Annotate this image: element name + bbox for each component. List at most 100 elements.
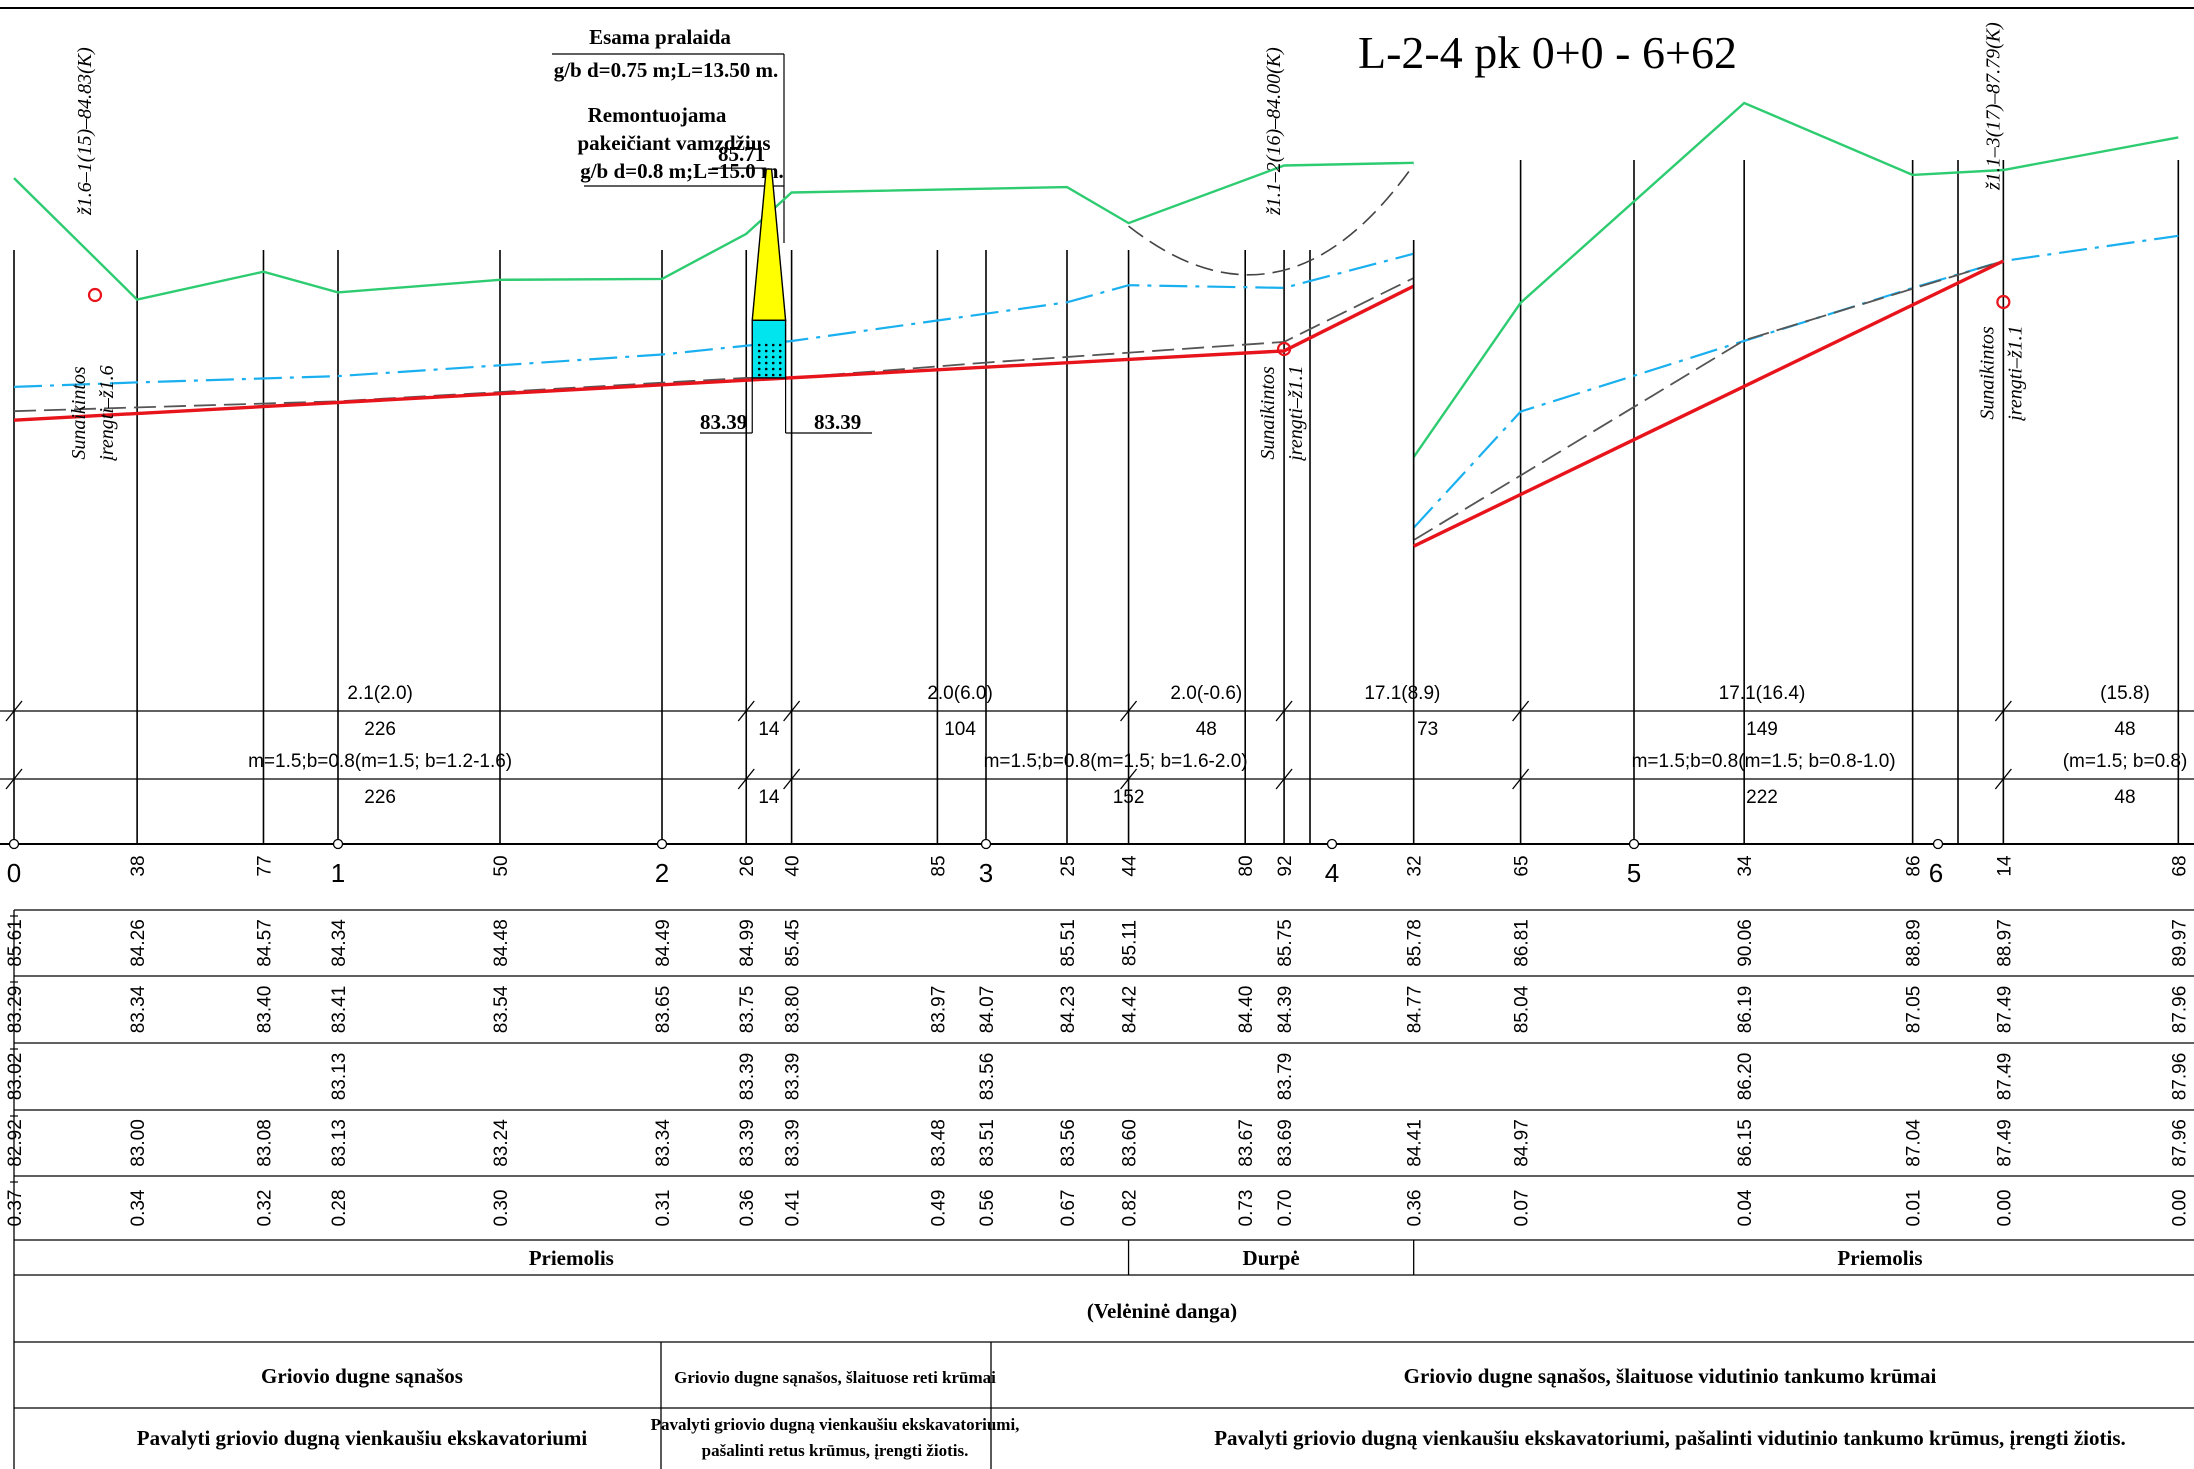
segment-break-tick <box>1275 700 1293 722</box>
culvert-body-top <box>751 168 787 321</box>
band-value-design-bottom-elev: 83.00 <box>128 1119 149 1167</box>
culvert-repair-label: Remontuojama <box>588 103 727 127</box>
culvert-fill-dot <box>778 373 782 377</box>
water-line <box>13 252 1414 388</box>
segment-length: 48 <box>1196 719 1217 740</box>
picket-label: 3 <box>979 858 993 888</box>
culvert-fill-dot <box>771 349 775 353</box>
profile-lines <box>13 101 2179 548</box>
band-value-depth: 0.00 <box>2169 1190 2190 1227</box>
segment-length-total: 14 <box>758 787 780 808</box>
existing-bottom-line <box>13 277 1415 413</box>
picket-marker <box>8 838 20 850</box>
band-value-design-bottom-elev: 83.13 <box>329 1119 350 1167</box>
band-value-water-elev: 87.96 <box>2169 986 2190 1034</box>
segment-length: 104 <box>944 719 976 740</box>
tributary-note-1: Sunaikintos <box>68 366 90 460</box>
band-value-ground-elev: 84.57 <box>254 919 275 967</box>
station-label: 80 <box>1236 855 1257 876</box>
band-value-design-bottom-elev: 83.60 <box>1120 1119 1141 1167</box>
band-value-water-elev: 84.77 <box>1405 986 1426 1034</box>
picket-marker <box>1932 838 1944 850</box>
culvert-top-elevation: 85.71 <box>718 142 765 166</box>
band-value-depth: 0.56 <box>977 1190 998 1227</box>
band-value-depth: 0.36 <box>737 1190 758 1227</box>
band-value-water-elev: 83.40 <box>254 986 275 1034</box>
band-value-ground-elev: 85.78 <box>1405 919 1426 967</box>
culvert-invert-left: 83.39 <box>700 410 747 434</box>
band-value-design-bottom-elev: 87.49 <box>1994 1119 2015 1167</box>
culvert-fill-dot <box>757 355 761 359</box>
station-label: 68 <box>2169 855 2190 876</box>
station-label: 38 <box>128 855 149 876</box>
band-value-water-elev: 87.49 <box>1994 986 2015 1034</box>
segment-length-total: 226 <box>364 787 396 808</box>
tributary-code: ž1.6–1(15)–84.83(K) <box>74 47 96 216</box>
segment-slope: 17.1(8.9) <box>1364 683 1440 704</box>
culvert-fill-dot <box>757 373 761 377</box>
works-label: Pavalyti griovio dugną vienkaušiu ekskav… <box>1214 1426 2126 1450</box>
condition-label: Griovio dugne sąnašos, šlaituose vidutin… <box>1404 1364 1937 1388</box>
segment-break-tick <box>737 700 755 722</box>
band-value-depth: 0.49 <box>928 1190 949 1227</box>
band-value-ground-elev: 84.48 <box>491 919 512 967</box>
segment-length: 14 <box>758 719 780 740</box>
segment-length: 48 <box>2114 719 2135 740</box>
segment-length-total: 152 <box>1113 787 1145 808</box>
culvert-symbol: 85.71 83.39 83.39 <box>700 142 872 434</box>
band-value-water-elev: 83.29 <box>5 986 26 1034</box>
design-bottom-line <box>13 284 1415 422</box>
band-value-existing-bottom-elev: 86.20 <box>1735 1053 1756 1101</box>
band-value-depth: 0.28 <box>329 1190 350 1227</box>
picket-marker <box>332 838 344 850</box>
band-value-depth: 0.01 <box>1904 1190 1925 1227</box>
segment-cross-section: m=1.5;b=0.8(m=1.5; b=1.6-2.0) <box>984 751 1248 772</box>
band-value-water-elev: 84.40 <box>1236 986 1257 1034</box>
segment-break-tick <box>5 700 23 722</box>
segment-break-tick <box>737 768 755 790</box>
band-value-depth: 0.67 <box>1058 1190 1079 1227</box>
band-value-depth: 0.82 <box>1120 1190 1141 1227</box>
existing-bottom-line-section-2 <box>1413 260 2004 541</box>
segment-length: 149 <box>1746 719 1778 740</box>
station-label: 14 <box>1994 855 2015 877</box>
station-label: 25 <box>1058 855 1079 876</box>
band-value-depth: 0.34 <box>128 1189 149 1226</box>
culvert-annotation: Esama pralaida g/b d=0.75 m;L=13.50 m. R… <box>552 25 785 243</box>
tributary-note-1: Sunaikintos <box>1257 366 1279 460</box>
segment-break-tick <box>1120 700 1138 722</box>
station-verticals <box>13 160 2180 844</box>
band-value-water-elev: 86.19 <box>1735 986 1756 1034</box>
culvert-fill-dot <box>771 361 775 365</box>
band-value-design-bottom-elev: 82.92 <box>5 1119 26 1167</box>
band-value-ground-elev: 85.45 <box>783 919 804 967</box>
segment-slope: 17.1(16.4) <box>1719 683 1806 704</box>
picket-marker <box>1628 838 1640 850</box>
band-value-design-bottom-elev: 87.04 <box>1904 1119 1925 1167</box>
band-value-water-elev: 85.04 <box>1512 985 1533 1033</box>
culvert-fill-dot <box>778 343 782 347</box>
band-value-existing-bottom-elev: 83.13 <box>329 1053 350 1101</box>
band-value-depth: 0.31 <box>653 1190 674 1227</box>
ground-line <box>13 161 1414 301</box>
band-value-depth: 0.36 <box>1405 1190 1426 1227</box>
band-value-ground-elev: 84.49 <box>653 919 674 967</box>
station-label: 40 <box>783 855 804 876</box>
tributary-markers: ž1.6–1(15)–84.83(K) Sunaikintos įrengti–ž1… <box>68 22 2026 461</box>
culvert-repair-spec: g/b d=0.8 m;L=15.0 m. <box>580 159 784 183</box>
band-value-depth: 0.00 <box>1994 1190 2015 1227</box>
band-value-existing-bottom-elev: 83.02 <box>5 1053 26 1101</box>
tributary-note-2: įrengti–ž1.6 <box>96 365 118 460</box>
station-label: 26 <box>737 855 758 876</box>
picket-marker <box>980 838 992 850</box>
design-bottom-line-section-2 <box>1412 259 2005 548</box>
segment-break-tick <box>783 768 801 790</box>
band-value-ground-elev: 84.99 <box>737 919 758 967</box>
band-value-water-elev: 84.07 <box>977 986 998 1034</box>
segment-slope: (15.8) <box>2100 683 2150 704</box>
segment-cross-section: m=1.5;b=0.8(m=1.5; b=1.2-1.6) <box>248 751 512 772</box>
works-label: Pavalyti griovio dugną vienkaušiu ekskav… <box>137 1426 588 1450</box>
condition-label: Griovio dugne sąnašos, šlaituose reti kr… <box>674 1368 996 1387</box>
culvert-existing-label: Esama pralaida <box>589 25 731 49</box>
